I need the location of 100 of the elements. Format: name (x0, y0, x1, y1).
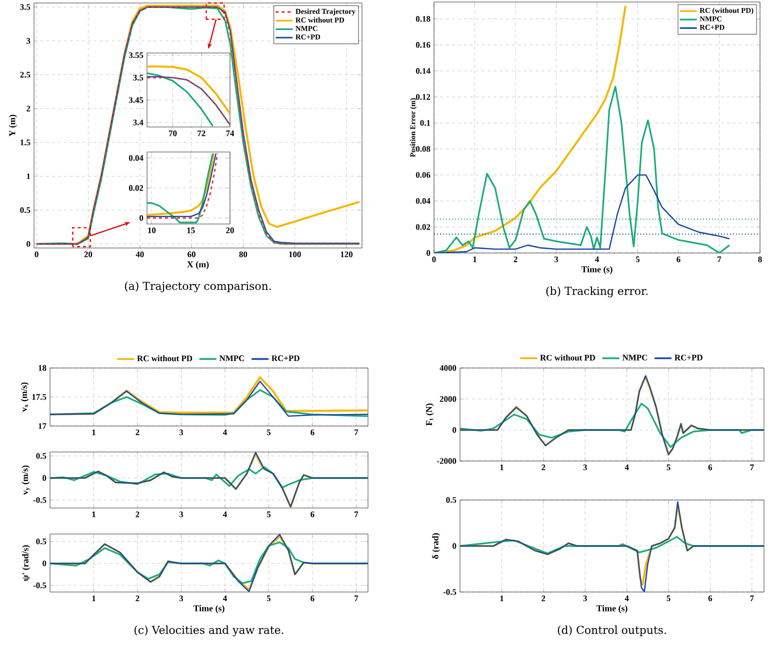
y-tick-label: 0.14 (416, 68, 430, 74)
legend-label: NMPC (219, 355, 244, 362)
y-tick-label: 1 (26, 173, 30, 180)
x-axis-title: Time (s) (193, 605, 224, 614)
y-tick-label: 0.5 (446, 497, 456, 503)
x-tick-label: 2 (514, 256, 518, 262)
y-tick-label: 1.5 (20, 140, 30, 146)
y-tick-label: 0.5 (36, 453, 46, 459)
x-tick-label: 40 (136, 252, 144, 258)
y-tick-label: 3.45 (128, 97, 144, 103)
x-tick-label: 5 (666, 464, 670, 470)
x-tick-label: 4 (624, 596, 629, 602)
x-tick-label: 3 (554, 256, 558, 262)
text: (c) Velocities and yaw rate. (134, 626, 284, 636)
y-tick-label: 4000 (440, 365, 456, 371)
x-tick-label: 5 (266, 430, 271, 436)
x-tick-label: 5 (666, 596, 670, 602)
y-tick-label: 0 (26, 241, 30, 247)
text: (a) Trajectory comparison. (124, 282, 271, 292)
x-tick-label: 6 (676, 256, 680, 262)
x-tick-label: 4 (595, 256, 599, 262)
line-series (50, 466, 368, 489)
x-tick-label: 3 (179, 596, 184, 602)
y-tick-label: 0.1 (420, 120, 430, 126)
y-tick-label: 3.55 (128, 52, 144, 58)
x-tick-label: 4 (624, 464, 629, 470)
text: (b) Tracking error. (546, 286, 648, 298)
x-tick-label: 4 (222, 430, 227, 436)
legend-label: RC without PD (540, 354, 596, 361)
y-tick-label: 2.5 (20, 72, 30, 78)
y-tick-label: 0 (140, 215, 144, 221)
x-tick-label: 100 (289, 252, 301, 258)
y-tick-label: 0.04 (128, 155, 144, 161)
x-tick-label: 2 (542, 464, 546, 470)
line-series (460, 536, 764, 554)
y-tick-label: -0.5 (33, 497, 46, 503)
x-tick-label: 20 (226, 228, 234, 234)
y-tick-label: 3.5 (20, 4, 30, 10)
x-tick-label: 80 (239, 252, 248, 258)
x-tick-label: 1 (473, 256, 476, 262)
y-tick-label: 0 (452, 543, 456, 549)
y-tick-label: 0.12 (416, 94, 430, 100)
x-tick-label: 6 (310, 430, 314, 436)
x-tick-label: 5 (266, 596, 271, 602)
x-tick-label: 10 (148, 228, 156, 234)
x-tick-label: 7 (718, 256, 722, 262)
y-axis-title: Y (m) (8, 114, 18, 136)
y-axis-title: ψ' (rad/s) (22, 545, 30, 582)
y-tick-label: 2 (26, 106, 30, 112)
y-tick-label: 3.5 (133, 74, 144, 81)
y-axis-title: v$_{y}$ (m/s) (22, 466, 30, 495)
x-tick-label: 3 (179, 512, 184, 518)
x-tick-label: 5 (636, 256, 640, 262)
x-tick-label: 20 (84, 252, 92, 258)
x-tick-label: 6 (310, 512, 314, 518)
legend-label: NMPC (622, 354, 648, 360)
x-tick-label: 72 (198, 130, 206, 136)
y-tick-label: 0.16 (416, 42, 430, 48)
y-tick-label: 0 (42, 560, 46, 566)
x-tick-label: 6 (708, 596, 712, 602)
x-tick-label: 7 (354, 430, 358, 436)
line-series (50, 542, 368, 584)
y-tick-label: 3 (26, 38, 30, 44)
y-tick-label: -0.5 (33, 582, 46, 588)
line-series (147, 72, 214, 127)
x-axis-title: Time (s) (581, 266, 612, 274)
x-tick-label: 7 (750, 464, 754, 470)
x-tick-label: 1 (92, 512, 96, 518)
x-tick-label: 74 (226, 130, 234, 136)
legend-label: RC+PD (272, 355, 300, 362)
x-axis-title: Time (s) (596, 605, 628, 614)
x-axis-title: X (m) (187, 261, 209, 270)
y-tick-label: 0.5 (20, 207, 30, 213)
x-tick-label: 70 (169, 130, 177, 136)
line-series (147, 65, 230, 115)
x-tick-label: 3 (583, 464, 587, 470)
x-tick-label: 7 (750, 596, 754, 602)
x-tick-label: 2 (542, 596, 546, 602)
legend-label: RC without PD (137, 355, 192, 362)
x-tick-label: 1 (92, 596, 96, 602)
y-tick-label: 0.02 (128, 185, 144, 191)
x-tick-label: 7 (354, 596, 358, 602)
y-tick-label: 2000 (440, 396, 456, 402)
y-tick-label: 18 (38, 365, 46, 371)
x-tick-label: 4 (222, 596, 227, 602)
x-tick-label: 6 (310, 596, 314, 602)
legend-label: RC+PD (674, 354, 702, 360)
y-tick-label: -0.5 (443, 589, 456, 595)
x-tick-label: 4 (222, 512, 227, 518)
y-tick-label: 0.04 (416, 198, 430, 204)
x-tick-label: 5 (266, 512, 271, 518)
x-tick-label: 60 (188, 252, 196, 258)
x-tick-label: 120 (340, 252, 353, 258)
y-tick-label: -2000 (437, 458, 456, 464)
y-tick-label: 17 (38, 423, 46, 429)
x-tick-label: 1 (92, 430, 96, 436)
y-tick-label: 0.02 (416, 224, 430, 230)
y-tick-label: 0.08 (416, 146, 430, 152)
text: (d) Control outputs. (558, 626, 666, 636)
x-tick-label: 3 (179, 430, 184, 436)
